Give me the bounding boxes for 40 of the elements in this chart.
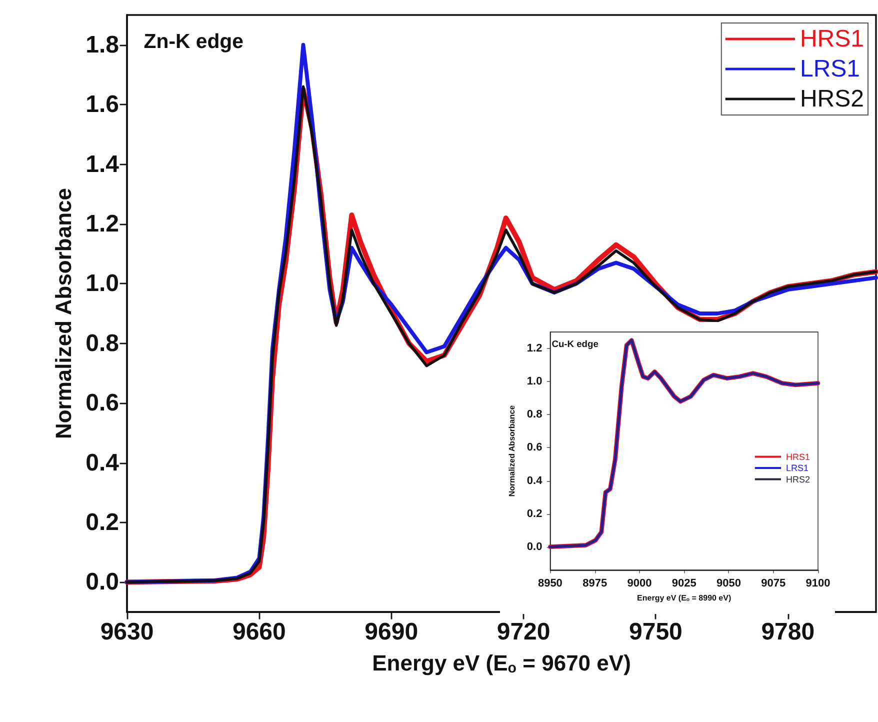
y-tick-label: 0.0 xyxy=(526,540,542,553)
x-tick-label: 9750 xyxy=(629,618,682,646)
y-tick-label: 0.6 xyxy=(86,390,119,417)
x-tick-label: 9100 xyxy=(806,578,830,590)
x-tick-label: 9690 xyxy=(364,618,418,646)
y-axis-title: Normalized Absorbance xyxy=(508,404,516,497)
y-tick-label: 0.0 xyxy=(86,568,119,596)
x-tick-label: 8950 xyxy=(538,578,562,590)
y-tick-label: 1.2 xyxy=(526,342,542,355)
legend-label: HRS2 xyxy=(800,86,864,112)
y-tick-label: 1.2 xyxy=(86,210,119,238)
x-tick-label: 8975 xyxy=(582,578,608,590)
x-tick-label: 9780 xyxy=(761,618,815,646)
y-tick-label: 1.6 xyxy=(86,91,119,118)
annotation: Zn-K edge xyxy=(144,30,244,53)
x-tick-label: 9630 xyxy=(100,618,154,646)
x-tick-label: 9000 xyxy=(627,578,652,590)
y-axis-title: Normalized Absorbance xyxy=(51,188,76,440)
legend-label: LRS1 xyxy=(786,463,809,473)
y-tick-label: 0.8 xyxy=(526,408,542,421)
x-tick-label: 9660 xyxy=(232,618,286,646)
x-tick-label: 9025 xyxy=(672,578,696,590)
y-tick-label: 0.6 xyxy=(526,442,542,454)
legend-label: LRS1 xyxy=(800,56,860,82)
y-tick-label: 1.8 xyxy=(86,31,119,58)
y-tick-label: 0.2 xyxy=(86,508,119,536)
y-tick-label: 0.4 xyxy=(526,474,544,487)
y-tick-label: 1.0 xyxy=(526,376,542,388)
y-tick-label: 1.4 xyxy=(86,150,120,178)
y-tick-label: 1.0 xyxy=(86,270,119,298)
y-tick-label: 0.2 xyxy=(526,508,542,520)
y-tick-label: 0.4 xyxy=(86,449,120,476)
annotation: Cu-K edge xyxy=(552,339,598,350)
legend-label: HRS1 xyxy=(800,26,864,52)
x-tick-label: 9050 xyxy=(716,578,741,590)
x-tick-label: 9075 xyxy=(761,578,786,590)
legend-label: HRS2 xyxy=(786,474,810,484)
y-tick-label: 0.8 xyxy=(86,330,119,357)
x-tick-label: 9720 xyxy=(496,618,550,646)
legend-label: HRS1 xyxy=(786,452,810,462)
